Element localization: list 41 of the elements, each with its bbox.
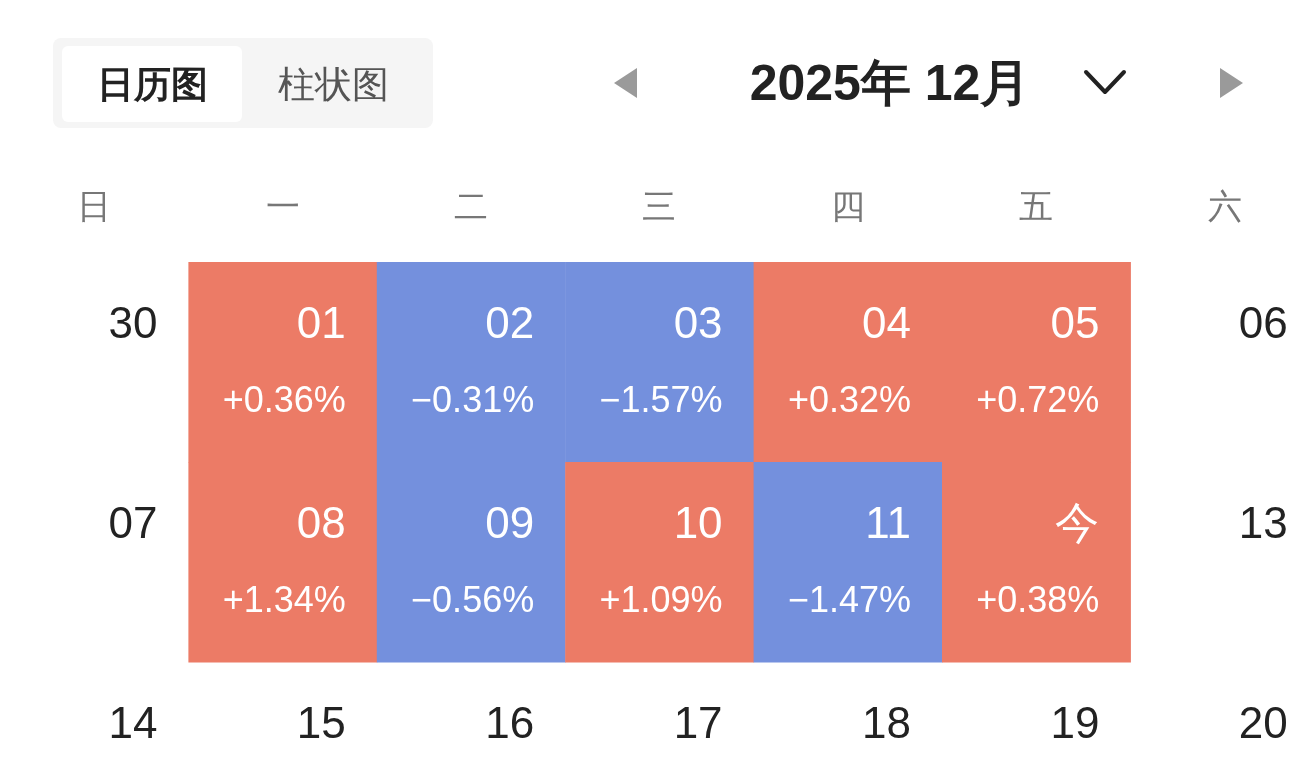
data-label: +0.36% (222, 379, 346, 420)
y-tick-label: 14 (108, 698, 158, 747)
data-label: +0.38% (976, 579, 1100, 620)
data-label: −1.57% (599, 379, 723, 420)
text: 柱状图 (277, 64, 389, 105)
annotation: 11 (865, 498, 911, 547)
annotation: 10 (673, 498, 723, 547)
annotation: 09 (485, 498, 535, 547)
x-tick-label: 五 (1019, 187, 1054, 225)
data-label: +0.32% (787, 379, 911, 420)
x-tick-label: 四 (830, 187, 865, 225)
x-tick-label: 一 (265, 187, 300, 225)
y-tick-label: 30 (108, 298, 158, 347)
annotation: 03 (673, 298, 723, 347)
y2-tick-label: 13 (1238, 498, 1288, 547)
y2-axis-title: 六 (1207, 187, 1242, 225)
y2-tick-label: 06 (1238, 298, 1288, 347)
y-tick-label: 07 (108, 498, 158, 547)
annotation: 17 (673, 698, 723, 747)
chart-title: 2025年 12月 (749, 55, 1031, 111)
y-axis-title: 日 (77, 187, 112, 225)
annotation: 02 (485, 298, 535, 347)
annotation: 今 (1055, 498, 1100, 547)
annotation: 08 (296, 498, 346, 547)
annotation: 18 (862, 698, 911, 747)
annotation: 01 (296, 298, 346, 347)
data-label: −1.47% (787, 579, 911, 620)
x-tick-label: 二 (454, 187, 488, 225)
annotation: 04 (862, 298, 911, 347)
data-label: −0.56% (411, 579, 535, 620)
annotation: 19 (1050, 698, 1100, 747)
x-tick-label: 三 (642, 187, 677, 225)
data-label: +1.34% (222, 579, 346, 620)
annotation: 15 (296, 698, 346, 747)
data-label: −0.31% (411, 379, 535, 420)
annotation: 16 (485, 698, 535, 747)
data-label: +1.09% (599, 579, 723, 620)
y2-tick-label: 20 (1238, 698, 1288, 747)
text: 日历图 (96, 64, 208, 105)
annotation: 05 (1050, 298, 1100, 347)
data-label: +0.72% (976, 379, 1100, 420)
